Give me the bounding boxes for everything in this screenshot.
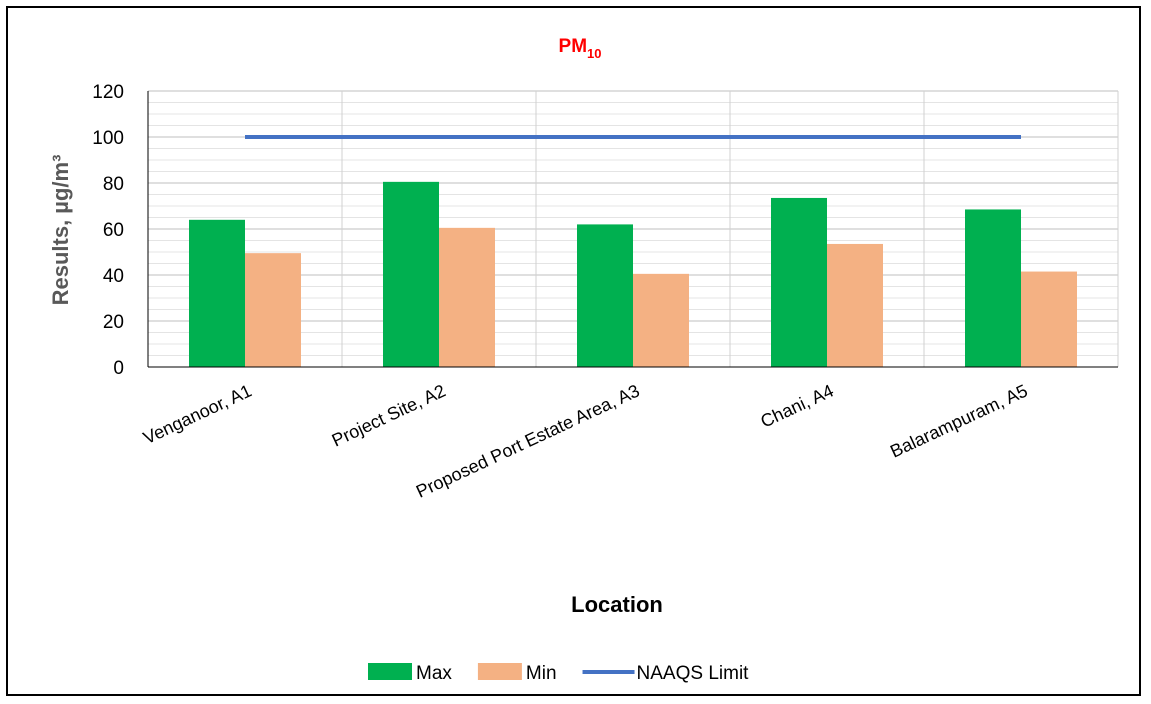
- legend-item-min: Min: [477, 663, 557, 684]
- axes: [147, 91, 1118, 368]
- y-axis-title: Results, µg/m³: [48, 155, 73, 306]
- y-tick-label: 0: [113, 358, 124, 379]
- bars: [189, 181, 1077, 367]
- chart-title-main: PM: [559, 36, 588, 57]
- x-category-label: Chani, A4: [757, 380, 836, 431]
- x-category-label: Venganoor, A1: [140, 380, 255, 448]
- bar-min: [827, 243, 883, 367]
- bar-max: [383, 181, 439, 367]
- y-tick-label: 20: [103, 312, 124, 333]
- y-tick-label: 120: [92, 82, 124, 103]
- bar-max: [771, 197, 827, 367]
- bar-min: [633, 273, 689, 367]
- legend: Max Min NAAQS Limit: [368, 663, 749, 684]
- y-tick-labels: 0 20 40 60 80 100 120: [92, 82, 124, 379]
- y-tick-label: 40: [103, 266, 124, 287]
- bar-min: [245, 253, 301, 367]
- y-tick-label: 80: [103, 174, 124, 195]
- chart-title-subscript: 10: [587, 46, 601, 61]
- y-tick-label: 100: [92, 128, 124, 149]
- legend-label: Max: [416, 663, 452, 684]
- bar-max: [189, 219, 245, 367]
- x-category-label: Project Site, A2: [329, 380, 449, 450]
- legend-swatch: [368, 663, 412, 680]
- legend-item-max: Max: [368, 663, 452, 684]
- chart-title: PM10: [559, 36, 602, 61]
- bar-max: [965, 209, 1021, 367]
- bar-min: [439, 227, 495, 367]
- y-tick-label: 60: [103, 220, 124, 241]
- legend-swatch: [477, 663, 522, 680]
- bar-max: [577, 224, 633, 367]
- bar-min: [1021, 271, 1077, 367]
- x-axis-title: Location: [571, 592, 663, 617]
- x-category-label: Balarampuram, A5: [887, 380, 1031, 461]
- legend-label: Min: [526, 663, 557, 684]
- legend-label: NAAQS Limit: [637, 663, 750, 684]
- legend-item-naaqs-limit: NAAQS Limit: [582, 663, 750, 684]
